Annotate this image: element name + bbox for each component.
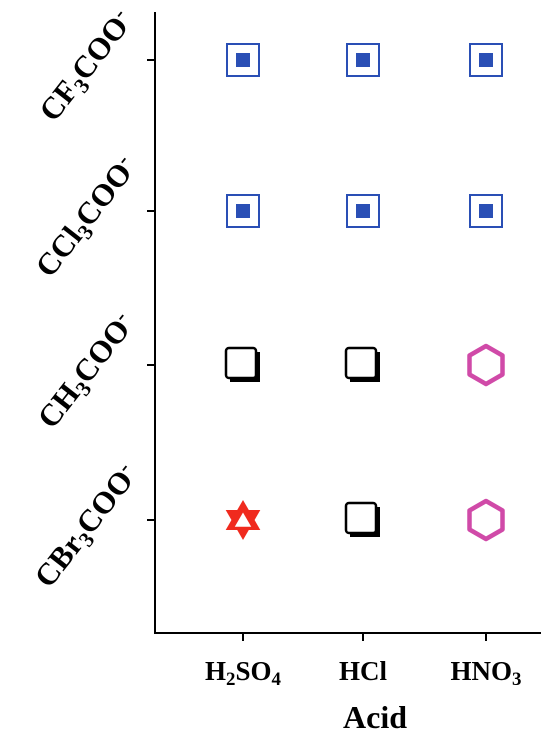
marker-framed-square <box>469 194 503 228</box>
y-tick-label: CH3COO- <box>30 306 145 437</box>
marker-framed-square <box>226 43 260 77</box>
x-tick-label: H2SO4 <box>205 656 282 690</box>
marker-shadowed-square <box>344 346 380 382</box>
marker-hexagon <box>467 498 505 542</box>
y-tick-label: CBr3COO- <box>26 457 147 596</box>
data-markers <box>224 43 505 542</box>
y-tick-label: CF3COO- <box>31 3 143 130</box>
y-axis-ticks: CF3COO- CCl3COO- CH3COO- CBr3COO- <box>26 3 155 596</box>
marker-framed-square <box>346 43 380 77</box>
x-tick-label: HCl <box>339 656 388 686</box>
marker-shadowed-square <box>344 501 380 537</box>
marker-framed-square <box>346 194 380 228</box>
marker-hexagon <box>467 343 505 387</box>
x-axis-title: Acid <box>343 699 407 735</box>
x-axis-ticks: H2SO4 HCl HNO3 <box>205 633 521 690</box>
marker-shadowed-square <box>224 346 260 382</box>
axes <box>154 12 541 634</box>
x-tick-label: HNO3 <box>451 656 522 690</box>
marker-framed-square <box>226 194 260 228</box>
marker-framed-square <box>469 43 503 77</box>
y-tick-label: CCl3COO- <box>27 149 146 286</box>
marker-star-of-david <box>225 500 261 540</box>
